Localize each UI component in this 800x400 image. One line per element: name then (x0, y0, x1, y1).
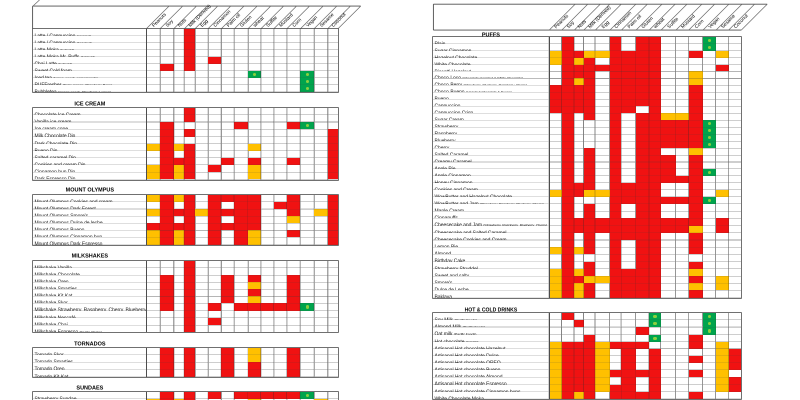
svg-text:wheat: wheat (252, 15, 266, 29)
svg-text:Egg: Egg (601, 20, 612, 31)
svg-text:Vegan: Vegan (707, 16, 721, 30)
svg-text:wheat: wheat (653, 16, 667, 30)
svg-text:Coconut: Coconut (733, 13, 750, 30)
svg-text:Corn: Corn (291, 17, 303, 29)
svg-text:Corn: Corn (694, 18, 706, 30)
svg-text:Egg: Egg (199, 18, 210, 29)
svg-text:Sulfite: Sulfite (265, 15, 279, 29)
svg-text:Soy: Soy (566, 20, 577, 31)
svg-text:Soy: Soy (165, 18, 176, 29)
svg-text:Nuts: Nuts (577, 18, 589, 30)
svg-text:Milk (Derived): Milk (Derived) (587, 5, 612, 30)
svg-text:Nuts: Nuts (177, 17, 189, 29)
